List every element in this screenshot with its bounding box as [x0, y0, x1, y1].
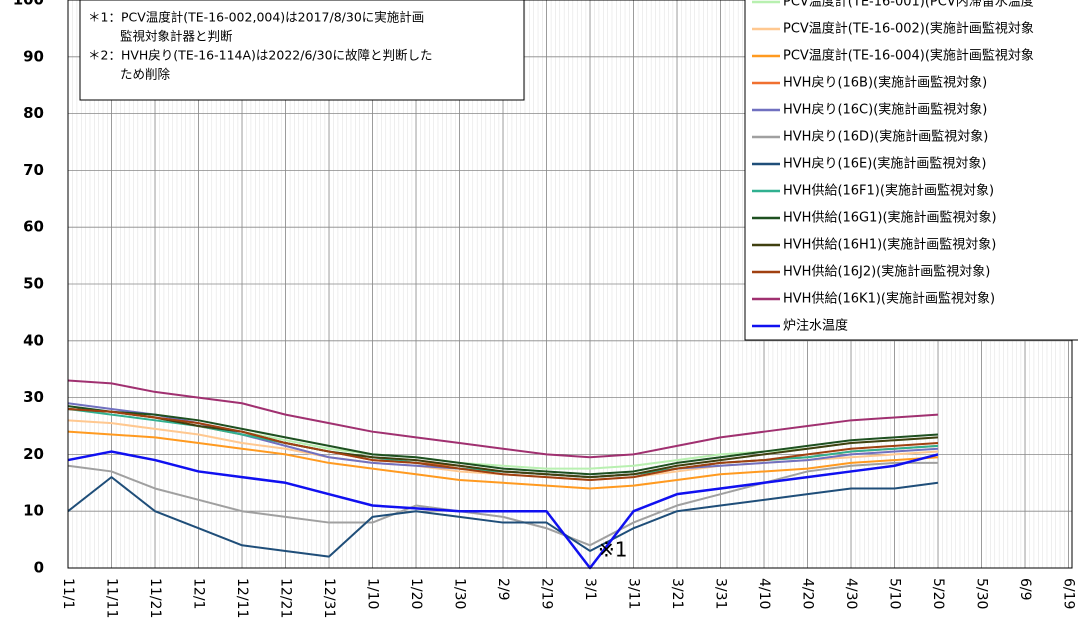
- legend-label: HVH供給(16J2)(実施計画監視対象): [783, 264, 990, 280]
- note: ＊1：PCV温度計(TE-16-002,004)は2017/8/30に実施計画: [88, 10, 424, 25]
- legend-label: HVH供給(16H1)(実施計画監視対象): [783, 237, 996, 253]
- y-tick-label: 10: [23, 502, 44, 520]
- legend-label: HVH戻り(16B)(実施計画監視対象): [783, 75, 987, 91]
- y-tick-label: 80: [23, 104, 44, 122]
- note: 監視対象計器と判断: [120, 29, 233, 44]
- legend-frame: [744, 0, 1078, 341]
- series-line: [67, 405, 939, 476]
- x-tick-label: 4/30: [843, 578, 859, 609]
- x-tick-label: 11/1: [60, 578, 76, 609]
- legend-label: PCV温度計(TE-16-004)(実施計画監視対象: [783, 48, 1034, 64]
- y-tick-label: 100: [13, 0, 44, 9]
- legend: PCV温度計(TE-16-001)(PCV内滞留水温度 PCV温度計(TE-16-…: [744, 0, 1078, 341]
- series-line: [67, 407, 939, 479]
- series-line: [67, 407, 939, 481]
- x-tick-label: 5/30: [974, 578, 990, 609]
- y-tick-label: 50: [23, 275, 44, 293]
- x-tick-label: 12/1: [191, 578, 207, 609]
- x-tick-label: 3/11: [626, 578, 642, 609]
- x-tick-label: 12/11: [234, 578, 250, 618]
- y-tick-label: 70: [23, 161, 44, 179]
- x-tick-label: 12/21: [278, 578, 294, 618]
- annotation: ※1: [598, 538, 627, 562]
- x-tick-label: 3/21: [669, 578, 685, 609]
- x-tick-label: 3/31: [713, 578, 729, 609]
- legend-label: HVH供給(16G1)(実施計画監視対象): [783, 210, 997, 226]
- legend-label: HVH戻り(16C)(実施計画監視対象): [783, 102, 987, 118]
- x-tick-label: 4/10: [756, 578, 772, 609]
- notes-box: ＊1：PCV温度計(TE-16-002,004)は2017/8/30に実施計画 …: [79, 0, 525, 101]
- note: ＊2：HVH戻り(TE-16-114A)は2022/6/30に故障と判断した: [88, 48, 433, 63]
- x-tick-label: 5/20: [930, 578, 946, 609]
- x-tick-label: 1/20: [408, 578, 424, 609]
- notes-frame: [79, 0, 525, 101]
- x-tick-label: 2/19: [539, 578, 555, 609]
- series-line: [67, 461, 938, 547]
- x-tick-label: 1/10: [365, 578, 381, 609]
- legend-label: 炉注水温度: [783, 318, 848, 334]
- y-tick-label: 0: [34, 559, 44, 577]
- legend-label: PCV温度計(TE-16-001)(PCV内滞留水温度: [783, 0, 1034, 10]
- x-tick-label: 2/9: [495, 578, 511, 601]
- x-tick-label: 6/9: [1017, 578, 1033, 601]
- series-line: [67, 476, 939, 558]
- series-line: [67, 379, 939, 459]
- x-tick-label: 3/1: [582, 578, 598, 601]
- x-tick-label: 11/11: [104, 578, 120, 618]
- x-tick-label: 11/21: [147, 578, 163, 618]
- x-tick-label: 1/30: [452, 578, 468, 609]
- legend-label: HVH供給(16K1)(実施計画監視対象): [783, 291, 995, 307]
- legend-label: HVH戻り(16E)(実施計画監視対象): [783, 156, 987, 172]
- legend-label: HVH戻り(16D)(実施計画監視対象): [783, 129, 988, 145]
- note: ため削除: [120, 67, 171, 82]
- y-tick-label: 90: [23, 47, 44, 65]
- y-tick-label: 60: [23, 218, 44, 236]
- legend-label: PCV温度計(TE-16-002)(実施計画監視対象: [783, 21, 1034, 37]
- series-line: [67, 430, 939, 490]
- x-tick-label: 6/19: [1061, 578, 1077, 609]
- x-tick-label: 12/31: [321, 578, 337, 618]
- y-tick-label: 40: [23, 331, 44, 349]
- x-tick-label: 5/10: [887, 578, 903, 609]
- y-tick-label: 30: [23, 388, 44, 406]
- x-tick-label: 4/20: [800, 578, 816, 609]
- series-line: [67, 450, 939, 570]
- legend-label: HVH供給(16F1)(実施計画監視対象): [783, 183, 994, 199]
- y-tick-label: 20: [23, 445, 44, 463]
